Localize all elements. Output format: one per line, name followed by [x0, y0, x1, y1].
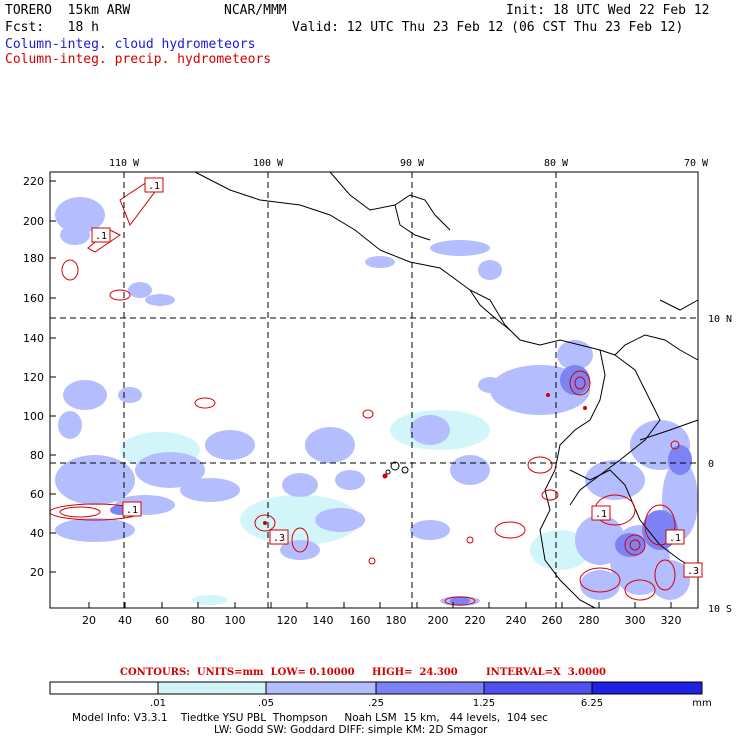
y-tick-label: 220 [23, 175, 44, 188]
colorbar-unit: mm [692, 698, 711, 709]
model-title: TORERO 15km ARW [5, 3, 131, 18]
x-tick-label: 120 [277, 614, 298, 627]
map-frame [49, 171, 699, 609]
x-tick-label: 280 [579, 614, 600, 627]
colorbar-label: 6.25 [581, 698, 603, 709]
x-tick-marks [88, 602, 672, 608]
x-tick-labels: 20 40 60 80 100 120 140 160 180 200 220 … [82, 614, 682, 627]
y-tick-marks [50, 180, 56, 573]
y-tick-label: 140 [23, 332, 44, 345]
contour-label: .1 [148, 181, 160, 192]
x-tick-label: 260 [542, 614, 563, 627]
init-time: Init: 18 UTC Wed 22 Feb 12 [506, 3, 710, 18]
lat-label: 0 [708, 459, 714, 470]
colorbar-bin [265, 681, 377, 695]
organization-label: NCAR/MMM [224, 3, 287, 18]
lon-label: 90 W [400, 158, 425, 169]
model-info-line1: Model Info: V3.3.1 Tiedtke YSU PBL Thomp… [72, 712, 548, 724]
contour-interval: INTERVAL=X 3.0000 [486, 667, 606, 678]
colorbar-labels: .01 .05 .25 1.25 6.25 mm [150, 698, 712, 709]
x-tick-label: 200 [428, 614, 449, 627]
x-tick-label: 20 [82, 614, 96, 627]
y-tick-label: 40 [30, 527, 44, 540]
x-tick-label: 180 [386, 614, 407, 627]
x-tick-label: 100 [225, 614, 246, 627]
colorbar-bin [49, 681, 159, 695]
y-tick-label: 160 [23, 292, 44, 305]
x-tick-label: 300 [625, 614, 646, 627]
y-tick-label: 60 [30, 488, 44, 501]
y-tick-label: 200 [23, 215, 44, 228]
colorbar-bin [375, 681, 485, 695]
colorbar-label: 1.25 [473, 698, 495, 709]
precip-cores [263, 393, 587, 525]
contour-units: CONTOURS: UNITS=mm LOW= 0.10000 [120, 667, 355, 678]
x-tick-label: 240 [506, 614, 527, 627]
contour-label: .3 [687, 566, 699, 577]
longitude-labels: 110 W 100 W 90 W 80 W 70 W [109, 158, 709, 169]
x-tick-label: 40 [118, 614, 132, 627]
y-tick-labels: 220 200 180 160 140 120 100 80 60 40 20 [23, 175, 44, 579]
colorbar-label: .01 [150, 698, 166, 709]
contour-label: .3 [273, 533, 285, 544]
y-tick-label: 100 [23, 410, 44, 423]
lon-label: 100 W [253, 158, 284, 169]
colorbar-bin [591, 681, 703, 695]
latitude-labels: 10 N 0 10 S [708, 314, 732, 615]
colorbar-label: .05 [258, 698, 274, 709]
colorbar-bin [157, 681, 267, 695]
x-tick-label: 220 [465, 614, 486, 627]
lon-label: 80 W [544, 158, 569, 169]
contour-labels: .1 .1 .1 .1 .3 .1 .3 [91, 177, 703, 578]
colorbar [49, 681, 703, 695]
x-tick-label: 160 [350, 614, 371, 627]
precip-contours [49, 179, 680, 606]
x-tick-label: 60 [155, 614, 169, 627]
lon-label: 70 W [684, 158, 709, 169]
x-tick-label: 140 [313, 614, 334, 627]
colorbar-label: .25 [368, 698, 384, 709]
contour-label: .1 [95, 231, 107, 242]
field-precip-label: Column-integ. precip. hydrometeors [5, 52, 272, 67]
valid-time: Valid: 12 UTC Thu 23 Feb 12 (06 CST Thu … [292, 20, 684, 35]
x-tick-label: 320 [661, 614, 682, 627]
contour-label: .1 [126, 505, 138, 516]
model-info-line2: LW: Godd SW: Goddard DIFF: simple KM: 2D… [214, 724, 488, 736]
y-tick-label: 180 [23, 252, 44, 265]
y-tick-label: 20 [30, 566, 44, 579]
colorbar-bin [483, 681, 593, 695]
lat-lon-grid [50, 172, 698, 608]
contour-label: .1 [595, 509, 607, 520]
y-tick-label: 120 [23, 371, 44, 384]
contour-label: .1 [669, 533, 681, 544]
contour-high: HIGH= 24.300 [372, 667, 458, 678]
lat-label: 10 S [708, 604, 732, 615]
lon-label: 110 W [109, 158, 140, 169]
lat-label: 10 N [708, 314, 732, 325]
forecast-hour: Fcst: 18 h [5, 20, 99, 35]
y-tick-label: 80 [30, 449, 44, 462]
x-tick-label: 80 [191, 614, 205, 627]
field-cloud-label: Column-integ. cloud hydrometeors [5, 37, 256, 52]
